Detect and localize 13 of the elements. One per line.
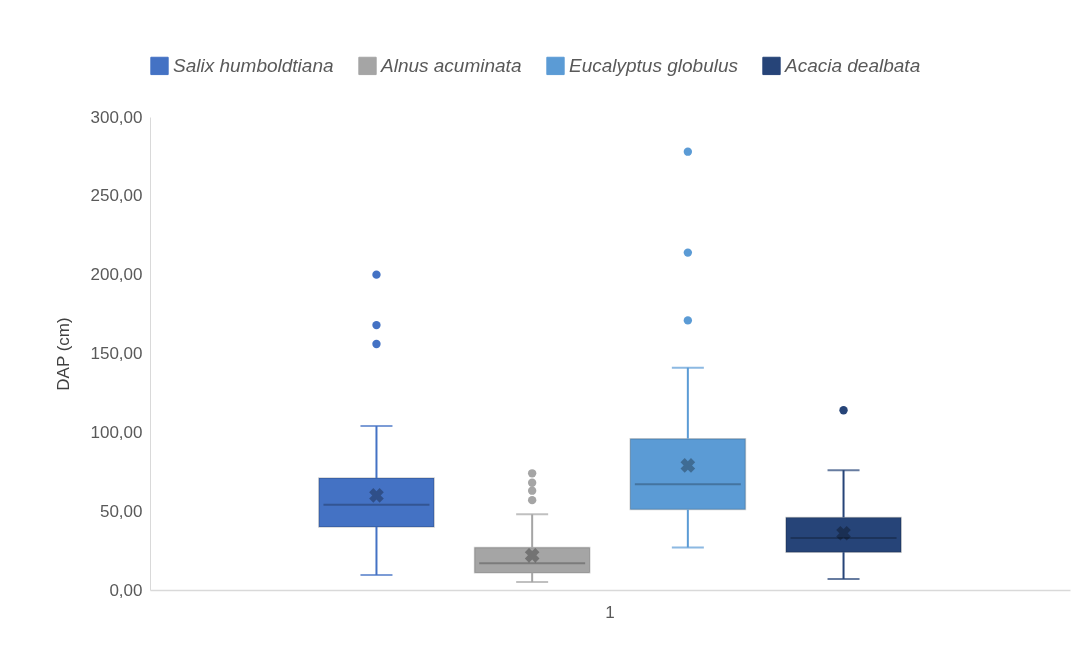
legend-label: Eucalyptus globulus xyxy=(569,54,739,76)
y-tick-label: 150,00 xyxy=(90,344,143,363)
x-tick-label: 1 xyxy=(605,602,615,622)
y-tick-label: 0,00 xyxy=(109,580,143,600)
legend-label: Acacia dealbata xyxy=(784,54,921,76)
y-tick-label: 100,00 xyxy=(90,422,143,442)
legend-label: Alnus acuminata xyxy=(380,54,522,76)
y-tick-label: 200,00 xyxy=(90,265,143,285)
y-axis-title: DAP (cm) xyxy=(53,317,73,391)
legend-label: Salix humboldtiana xyxy=(173,54,334,76)
y-tick-label: 300,00 xyxy=(90,107,143,127)
y-tick-label: 50,00 xyxy=(99,501,143,521)
y-tick-label: 250,00 xyxy=(90,186,143,206)
